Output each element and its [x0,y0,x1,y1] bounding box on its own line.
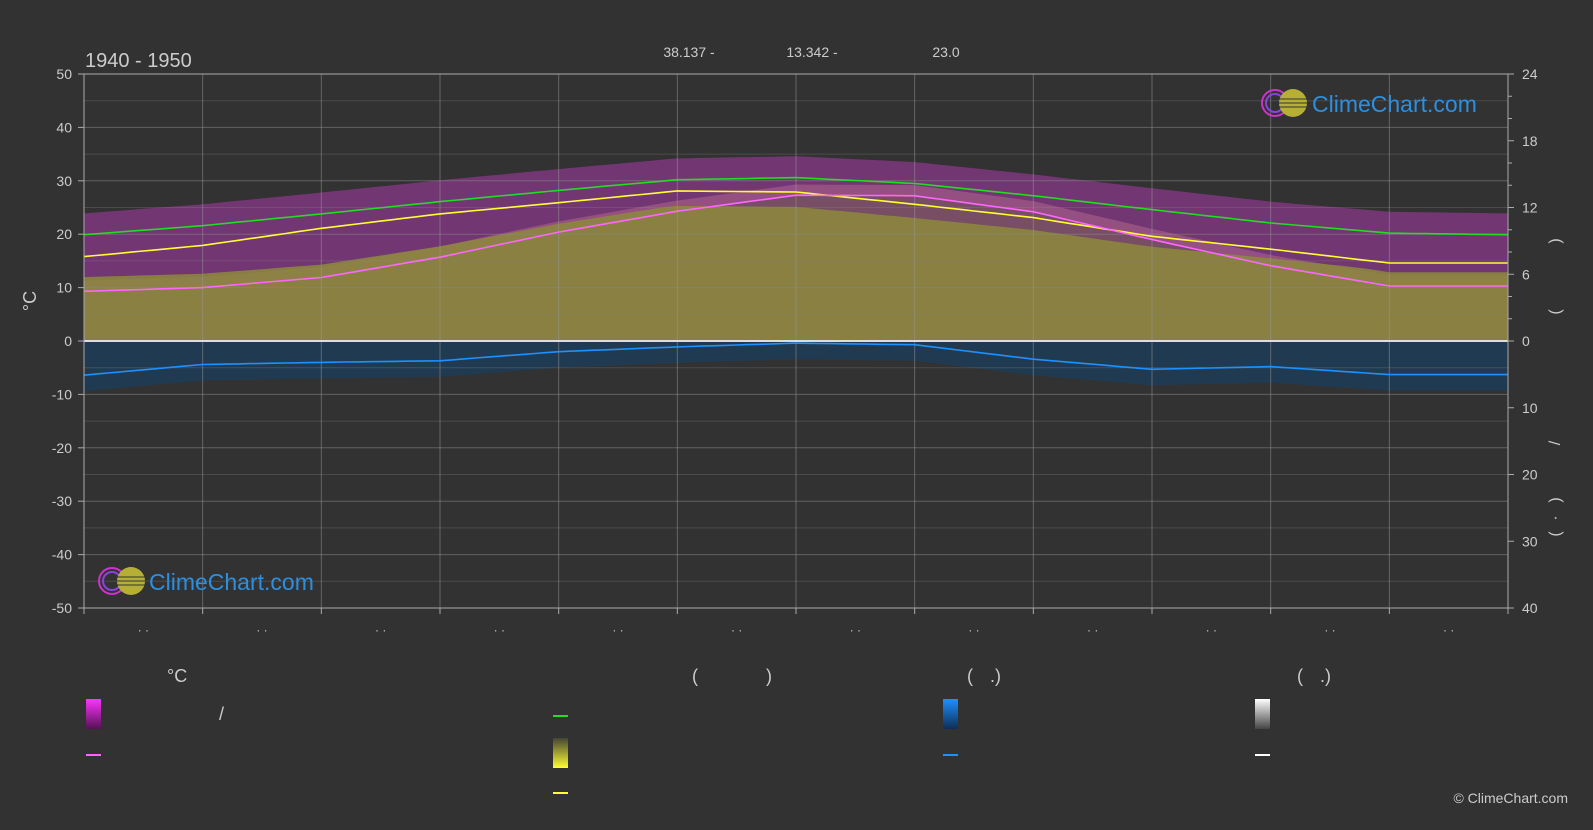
y-left-tick-label: 0 [64,333,72,349]
y-right-top-tick-label: 0 [1522,333,1530,349]
y-left-tick-label: -50 [52,600,72,616]
x-tick-label: · · [1087,623,1098,637]
legend-col4-header-mid: .) [1320,666,1331,686]
legend-swatch-blue [943,699,958,729]
logo-icon [1261,89,1307,117]
y-left-tick-label: -20 [52,440,72,456]
x-tick-label: · · [375,623,386,637]
y-right-top-tick-label: 18 [1522,133,1538,149]
x-tick-label: · · [850,623,861,637]
series-line-0 [83,176,1509,236]
legend-col1-row1-mark: / [219,704,224,724]
y-right-bottom-tick-label: 10 [1522,400,1538,416]
y-left-tick-label: 40 [56,119,72,135]
y-left-tick-label: -40 [52,547,72,563]
info-3: 23.0 [932,44,959,60]
copyright: © ClimeChart.com [1453,790,1568,806]
grid [84,73,1508,609]
y-right-top-tick-label: 12 [1522,200,1538,216]
x-tick-label: · · [731,623,742,637]
y-left-tick-label: 20 [56,226,72,242]
y-right-top-glyph-2: ( [1547,309,1564,315]
legend-col1-header: °C [167,666,187,686]
legend-col3-header-open: ( [967,666,973,686]
legend-col2-header-close: ) [766,666,772,686]
series-line-2 [83,194,1508,293]
y-left-tick-label: 10 [56,280,72,296]
x-tick-label: · · [138,623,149,637]
x-tick-label: · · [1206,623,1217,637]
y-right-top-glyph-1: ) [1547,238,1564,243]
legend-col3-header-mid: .) [990,666,1001,686]
axes: 50 40 30 20 10 0 -10 -20 -30 -40 -50 24 18 12 6 0 10 20 30… [52,66,1538,637]
logo-top: ClimeChart.com [1261,89,1477,117]
x-tick-label: · · [1324,623,1335,637]
legend-swatch-white [1255,699,1270,729]
y-left-tick-label: -10 [52,386,72,402]
y-right-bottom-tick-label: 20 [1522,467,1538,483]
y-left-axis-label: °C [20,291,40,311]
period-title: 1940 - 1950 [85,50,192,72]
logo-icon [98,567,145,595]
y-left-tick-label: -30 [52,493,72,509]
series-lines [83,176,1509,376]
legend-swatch-magenta [86,699,101,729]
x-tick-label: · · [256,623,267,637]
y-right-bottom-glyph-2: ) [1547,497,1564,502]
y-right-bottom-glyph-4: ( [1547,531,1564,537]
legend-swatch-yellow [553,738,568,768]
legend: °C ( ) ( .) ( .) / [86,666,1331,794]
x-tick-label: · · [1443,623,1454,637]
y-right-top-tick-label: 6 [1522,266,1530,282]
logo-text: ClimeChart.com [149,569,314,595]
logo-bottom: ClimeChart.com [98,567,314,595]
series-line-3 [83,342,1508,376]
y-right-bottom-tick-label: 30 [1522,533,1538,549]
logo-text: ClimeChart.com [1312,91,1477,117]
legend-col4-header-open: ( [1297,666,1303,686]
y-right-bottom-glyph-3: · [1547,515,1564,520]
legend-col2-header-open: ( [692,666,698,686]
series-line-1 [83,190,1508,264]
y-right-bottom-tick-label: 40 [1522,600,1538,616]
info-2: 13.342 - [786,44,838,60]
x-tick-label: · · [968,623,979,637]
y-left-tick-label: 50 [56,66,72,82]
y-right-bottom-glyph-1: / [1547,440,1564,445]
x-tick-label: · · [494,623,505,637]
x-tick-label: · · [612,623,623,637]
info-1: 38.137 - [663,44,715,60]
y-right-top-tick-label: 24 [1522,66,1538,82]
y-left-tick-label: 30 [56,173,72,189]
